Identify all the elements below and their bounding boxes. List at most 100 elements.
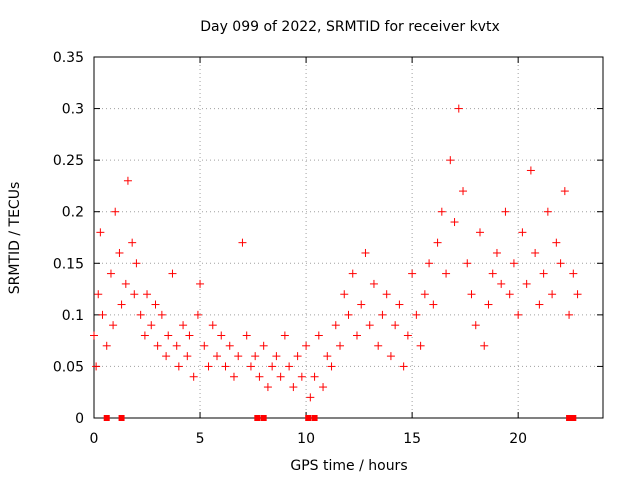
zero-marker [570,415,577,421]
data-point [189,372,198,381]
data-point [276,372,285,381]
data-point [251,352,260,361]
data-point [505,290,514,299]
data-point [446,156,455,165]
x-tick-label: 20 [509,431,527,447]
data-point [416,341,425,350]
data-point [369,279,378,288]
y-tick-label: 0.15 [53,256,84,272]
data-point [98,310,107,319]
data-point [543,207,552,216]
zero-marker [103,415,110,421]
y-tick-label: 0.35 [53,50,84,66]
data-points [90,104,582,421]
data-point [272,352,281,361]
data-point [153,341,162,350]
data-point [391,321,400,330]
data-point [437,207,446,216]
data-point [221,362,230,371]
data-point [143,290,152,299]
data-point [467,290,476,299]
data-point [382,290,391,299]
data-point [297,372,306,381]
data-point [208,321,217,330]
data-point [425,259,434,268]
data-point [463,259,472,268]
plot-border [93,56,604,419]
data-point [556,259,565,268]
data-point [336,341,345,350]
data-point [147,321,156,330]
data-point [352,331,361,340]
data-point [136,310,145,319]
data-point [106,269,115,278]
data-point [157,310,166,319]
data-point [480,341,489,350]
data-point [403,331,412,340]
y-tick-label: 0.3 [62,102,84,118]
data-point [348,269,357,278]
data-point [204,362,213,371]
data-point [263,383,272,392]
x-tick-label: 10 [297,431,315,447]
data-point [183,352,192,361]
data-point [412,310,421,319]
data-point [365,321,374,330]
data-point [225,341,234,350]
data-point [193,310,202,319]
data-point [196,279,205,288]
y-tick-label: 0 [75,411,84,427]
data-point [395,300,404,309]
x-tick-label: 15 [403,431,421,447]
data-point [374,341,383,350]
data-point [454,104,463,113]
x-tick-label: 0 [90,431,99,447]
data-point [323,352,332,361]
data-point [501,207,510,216]
data-point [565,310,574,319]
data-point [522,279,531,288]
data-point [172,341,181,350]
data-point [285,362,294,371]
data-point [151,300,160,309]
y-tick-label: 0.25 [53,153,84,169]
data-point [302,341,311,350]
data-point [111,207,120,216]
grid-lines [94,57,603,418]
data-point [552,238,561,247]
y-axis-ticks: 0 0.05 0.1 0.15 0.2 0.25 0.3 0.35 [53,50,603,427]
zero-marker [311,415,318,421]
data-point [306,393,315,402]
data-point [386,352,395,361]
data-point [531,248,540,257]
data-point [268,362,277,371]
data-point [569,269,578,278]
data-point [548,290,557,299]
chart-title: Day 099 of 2022, SRMTID for receiver kvt… [200,19,500,35]
data-point [450,218,459,227]
data-point [310,372,319,381]
data-point [164,331,173,340]
data-point [117,300,126,309]
data-point [488,269,497,278]
data-point [259,341,268,350]
data-point [399,362,408,371]
data-point [140,331,149,340]
data-point [319,383,328,392]
data-point [174,362,183,371]
data-point [442,269,451,278]
data-point [535,300,544,309]
data-point [293,352,302,361]
data-point [433,238,442,247]
data-point [361,248,370,257]
data-point [242,331,251,340]
data-point [213,352,222,361]
data-point [459,187,468,196]
data-point [162,352,171,361]
data-point [539,269,548,278]
data-point [229,372,238,381]
zero-marker [260,415,267,421]
zero-marker [566,415,573,421]
data-point [102,341,111,350]
data-point [132,259,141,268]
